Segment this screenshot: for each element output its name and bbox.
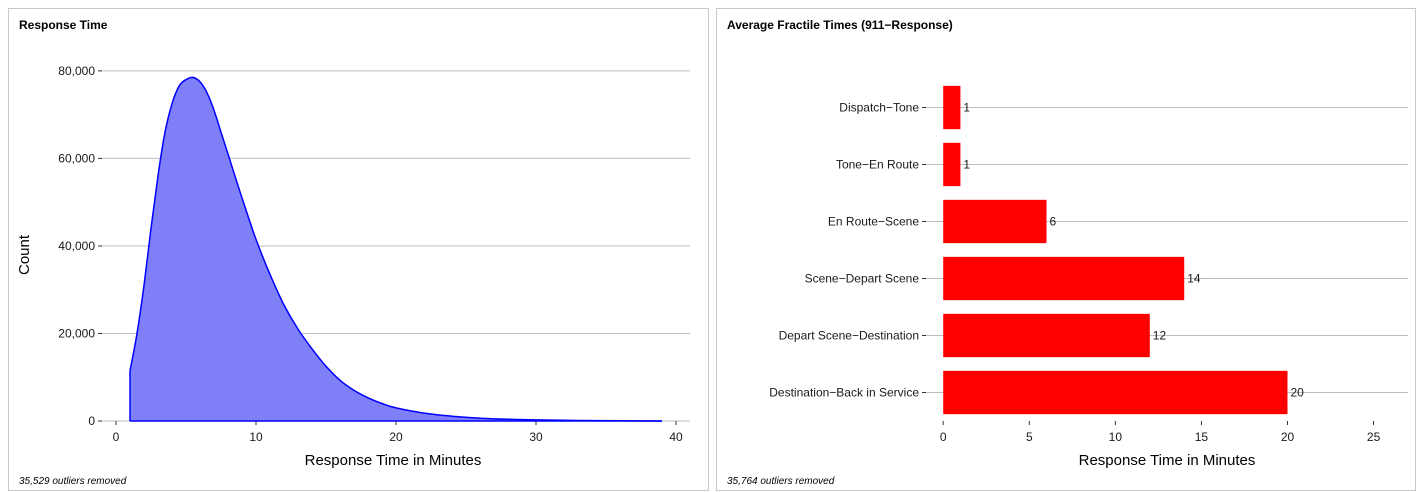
bar <box>943 85 961 130</box>
fractile-times-panel: Average Fractile Times (911−Response) 1 1… <box>716 8 1416 491</box>
value-label: 20 <box>1291 386 1305 400</box>
x-tick-label: 30 <box>529 430 543 444</box>
chart-title: Average Fractile Times (911−Response) <box>727 18 953 32</box>
response-time-chart: Response Time 020,00040,00060,00080,000 … <box>16 18 690 487</box>
x-axis-title: Response Time in Minutes <box>1079 452 1256 469</box>
category-label: Scene−Depart Scene <box>805 272 920 286</box>
x-tick-label: 0 <box>940 430 947 444</box>
y-tick-label: 60,000 <box>58 151 95 165</box>
value-label: 12 <box>1153 329 1167 343</box>
fractile-times-chart: Average Fractile Times (911−Response) 1 1… <box>727 18 1408 487</box>
bar <box>943 142 961 187</box>
bar <box>943 256 1185 301</box>
x-tick-label: 5 <box>1026 430 1033 444</box>
category-label: En Route−Scene <box>828 215 919 229</box>
value-label: 1 <box>963 101 970 115</box>
bar <box>943 370 1288 415</box>
y-tick-label: 40,000 <box>58 239 95 253</box>
y-axis: Dispatch−Tone Tone−En Route En Route−Scene… <box>769 101 926 400</box>
chart-title: Response Time <box>19 18 108 32</box>
x-tick-label: 10 <box>1109 430 1123 444</box>
density-fill <box>130 77 662 421</box>
x-axis: 0 5 10 15 20 25 <box>940 421 1381 444</box>
y-axis: 0 20,000 40,000 60,000 80,000 <box>58 64 102 428</box>
x-tick-label: 0 <box>113 430 120 444</box>
category-label: Depart Scene−Destination <box>779 329 919 343</box>
bar <box>943 313 1150 358</box>
bar <box>943 199 1047 244</box>
category-label: Destination−Back in Service <box>769 386 919 400</box>
outliers-note: 35,529 outliers removed <box>19 476 127 487</box>
value-label: 1 <box>963 158 970 172</box>
y-tick-label: 0 <box>88 414 95 428</box>
category-label: Dispatch−Tone <box>839 101 919 115</box>
value-label: 6 <box>1050 215 1057 229</box>
x-tick-label: 40 <box>669 430 683 444</box>
x-tick-label: 20 <box>389 430 403 444</box>
value-label: 14 <box>1187 272 1201 286</box>
plot-area <box>129 76 663 422</box>
category-label: Tone−En Route <box>836 158 919 172</box>
x-tick-label: 25 <box>1367 430 1381 444</box>
x-axis: 0 10 20 30 40 <box>113 421 683 444</box>
outliers-note: 35,764 outliers removed <box>727 476 835 487</box>
y-axis-title: Count <box>16 234 33 275</box>
y-tick-label: 20,000 <box>58 326 95 340</box>
y-tick-label: 80,000 <box>58 64 95 78</box>
x-tick-label: 15 <box>1195 430 1209 444</box>
response-time-panel: Response Time 0 20,000 40,000 60,000 80,000 … <box>8 8 709 491</box>
density-line <box>129 76 663 422</box>
x-axis-title: Response Time in Minutes <box>305 452 482 469</box>
x-tick-label: 20 <box>1281 430 1295 444</box>
x-tick-label: 10 <box>249 430 263 444</box>
